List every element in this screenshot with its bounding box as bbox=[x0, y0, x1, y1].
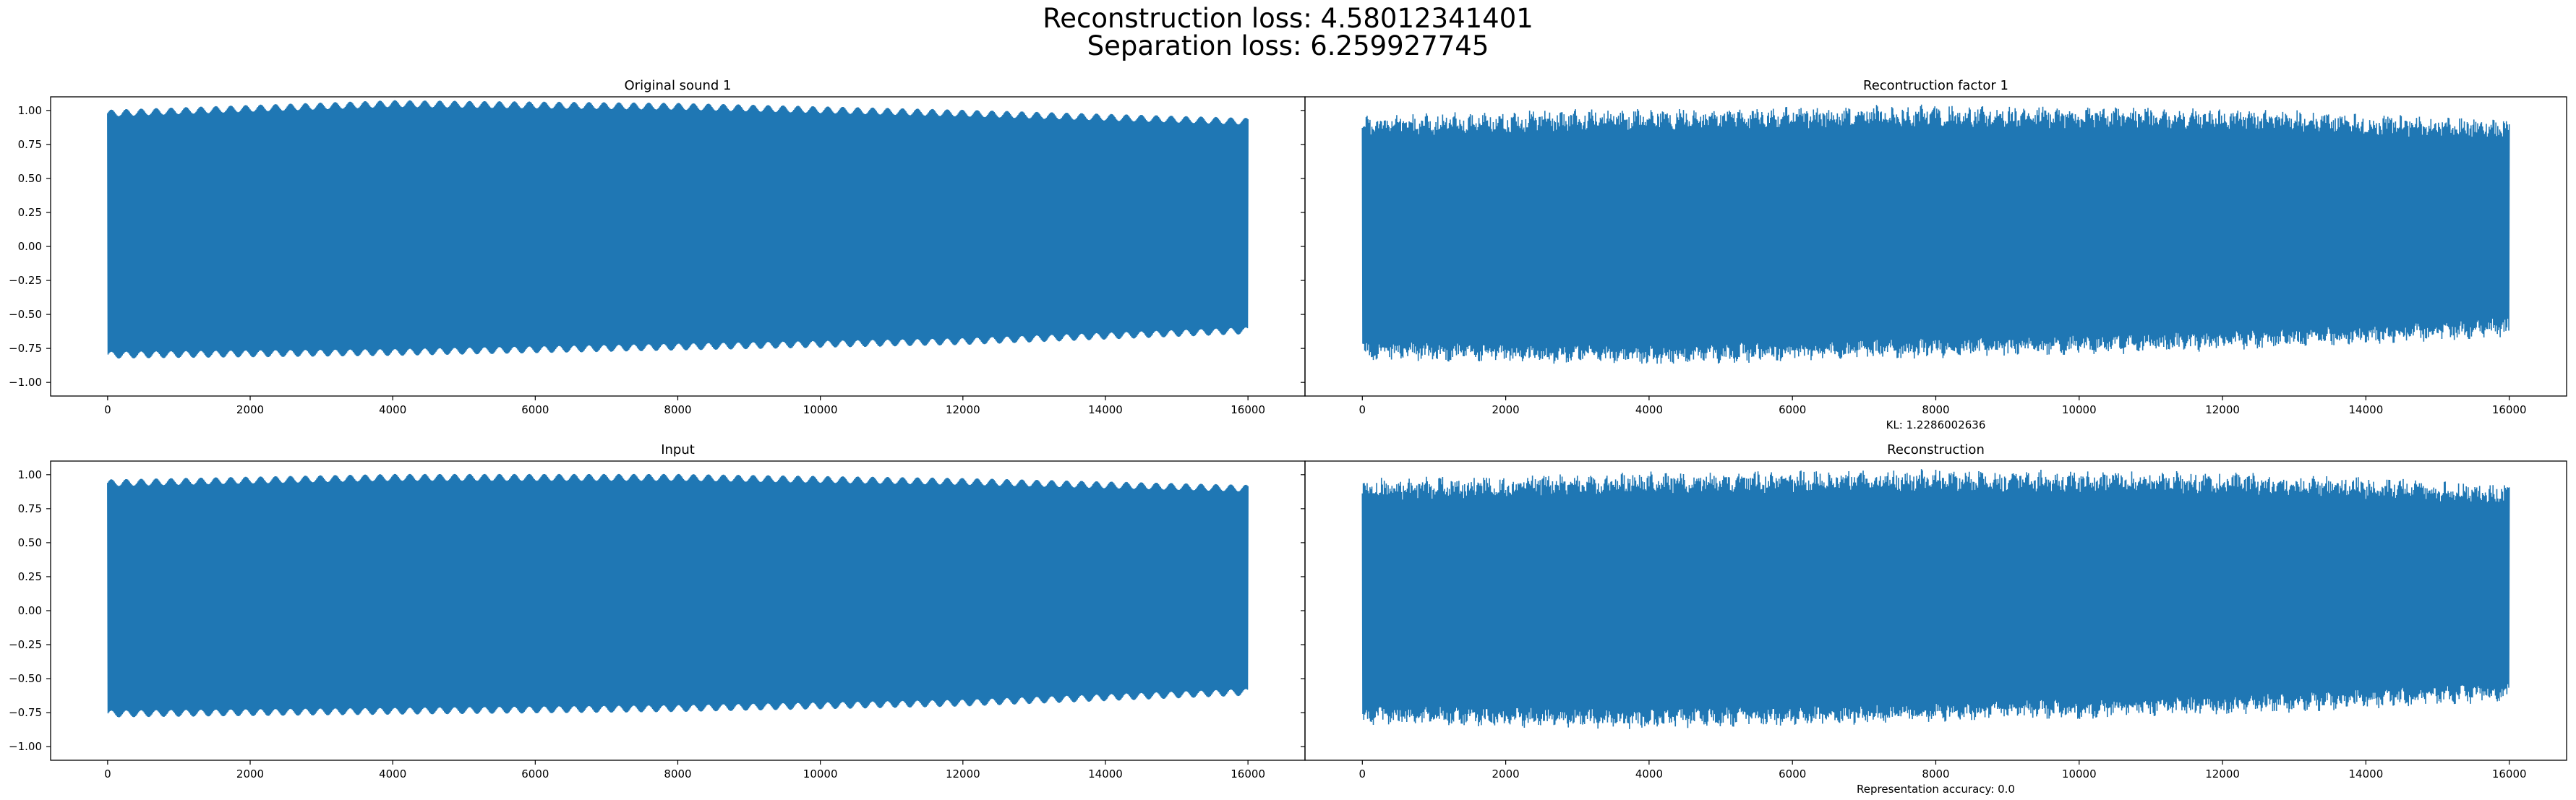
panel-1-x-tick-label: 10000 bbox=[803, 403, 838, 416]
panel-1-y-tick-label: 1.00 bbox=[18, 104, 42, 117]
panel-1-title: Original sound 1 bbox=[625, 78, 732, 93]
panel-3-y-tick-label: 0.50 bbox=[18, 536, 42, 549]
panel-1-y-tick-label: 0.00 bbox=[18, 240, 42, 253]
panel-4-title: Reconstruction bbox=[1887, 442, 1985, 457]
panel-4-x-tick-label: 12000 bbox=[2205, 767, 2240, 780]
panel-2-x-tick-label: 2000 bbox=[1492, 403, 1520, 416]
panel-3-y-tick-label: −0.50 bbox=[9, 672, 42, 685]
panel-3-title: Input bbox=[661, 442, 695, 457]
panel-2-x-tick-label: 10000 bbox=[2062, 403, 2097, 416]
panel-4-x-tick-label: 8000 bbox=[1922, 767, 1949, 780]
panel-2-x-tick-label: 8000 bbox=[1922, 403, 1949, 416]
panel-2-x-tick-label: 16000 bbox=[2492, 403, 2527, 416]
figure-title-line-1: Reconstruction loss: 4.58012341401 bbox=[1043, 3, 1533, 34]
panel-3-y-tick-label: −1.00 bbox=[9, 740, 42, 753]
panel-3-x-tick-label: 2000 bbox=[236, 767, 264, 780]
panel-2-signal-line bbox=[1361, 104, 2510, 364]
panel-3-y-tick-label: −0.25 bbox=[9, 638, 42, 651]
panel-1-y-tick-label: 0.75 bbox=[18, 138, 42, 151]
panel-4-signal-line bbox=[1361, 469, 2510, 729]
panel-3-x-tick-label: 6000 bbox=[521, 767, 549, 780]
panel-1-x-tick-label: 2000 bbox=[236, 403, 264, 416]
panel-1-y-tick-label: 0.25 bbox=[18, 206, 42, 219]
panel-2-x-tick-label: 12000 bbox=[2205, 403, 2240, 416]
panel-3-y-tick-label: 0.25 bbox=[18, 570, 42, 583]
panel-1-x-tick-label: 6000 bbox=[521, 403, 549, 416]
panel-4-x-tick-label: 4000 bbox=[1635, 767, 1663, 780]
panel-1-y-tick-label: 0.50 bbox=[18, 172, 42, 185]
panel-4-x-tick-label: 2000 bbox=[1492, 767, 1520, 780]
panel-1-x-tick-label: 4000 bbox=[379, 403, 406, 416]
panel-1-x-tick-label: 8000 bbox=[664, 403, 691, 416]
panel-1-x-tick-label: 16000 bbox=[1231, 403, 1265, 416]
panel-3-x-tick-label: 8000 bbox=[664, 767, 691, 780]
panel-3-x-tick-label: 10000 bbox=[803, 767, 838, 780]
panel-3-y-tick-label: 0.00 bbox=[18, 604, 42, 617]
panel-4-x-tick-label: 10000 bbox=[2062, 767, 2097, 780]
panel-3-y-tick-label: 0.75 bbox=[18, 502, 42, 515]
panel-3-x-tick-label: 4000 bbox=[379, 767, 406, 780]
panel-4-x-tick-label: 6000 bbox=[1779, 767, 1806, 780]
panel-3-y-tick-label: −0.75 bbox=[9, 706, 42, 719]
panel-1-y-tick-label: −0.75 bbox=[9, 342, 42, 355]
panel-2-x-axis-label: KL: 1.2286002636 bbox=[1886, 418, 1986, 431]
panel-1-x-tick-label: 14000 bbox=[1088, 403, 1123, 416]
panel-3-x-tick-label: 12000 bbox=[946, 767, 980, 780]
panel-4-x-tick-label: 14000 bbox=[2349, 767, 2384, 780]
panel-2-x-tick-label: 6000 bbox=[1779, 403, 1806, 416]
panel-2-x-tick-label: 14000 bbox=[2349, 403, 2384, 416]
panel-4-x-tick-label: 16000 bbox=[2492, 767, 2527, 780]
panel-4-x-axis-label: Representation accuracy: 0.0 bbox=[1857, 783, 2015, 796]
panel-1-y-tick-label: −0.25 bbox=[9, 274, 42, 287]
panel-3-y-tick-label: 1.00 bbox=[18, 468, 42, 481]
panel-2-x-tick-label: 0 bbox=[1359, 403, 1366, 416]
panel-1-y-tick-label: −1.00 bbox=[9, 376, 42, 389]
panel-3-x-tick-label: 16000 bbox=[1231, 767, 1265, 780]
panel-4-x-tick-label: 0 bbox=[1359, 767, 1366, 780]
panel-2-x-tick-label: 4000 bbox=[1635, 403, 1663, 416]
panel-1-signal-line bbox=[107, 100, 1249, 359]
panel-3-x-tick-label: 14000 bbox=[1088, 767, 1123, 780]
panel-1-y-tick-label: −0.50 bbox=[9, 308, 42, 321]
figure-title-line-2: Separation loss: 6.259927745 bbox=[1087, 30, 1489, 61]
panel-3-x-tick-label: 0 bbox=[104, 767, 111, 780]
panel-1-x-tick-label: 12000 bbox=[946, 403, 980, 416]
panel-2-title: Recontruction factor 1 bbox=[1863, 78, 2008, 93]
panel-3-signal-line bbox=[107, 473, 1249, 718]
panel-1-x-tick-label: 0 bbox=[104, 403, 111, 416]
